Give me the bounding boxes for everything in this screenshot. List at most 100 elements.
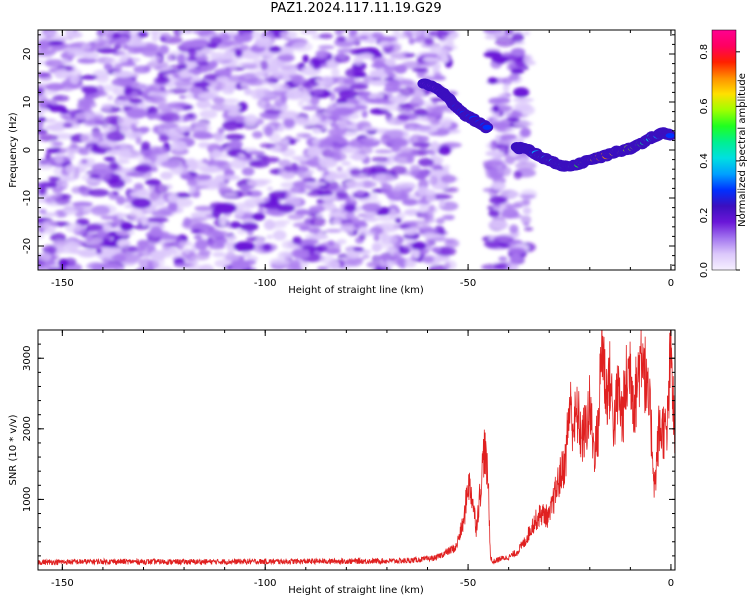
heatmap-noise-cell (119, 149, 132, 158)
heatmap-noise-cell (176, 53, 186, 65)
heatmap-noise-cell (489, 121, 510, 130)
colorbar-tick-label: 0.6 (699, 98, 710, 114)
heatmap-noise-cell (262, 80, 270, 86)
heatmap-noise-cell (413, 248, 420, 259)
heatmap-noise-cell (281, 170, 296, 180)
heatmap-noise-cell (193, 122, 211, 129)
heatmap-noise-cell (380, 234, 399, 245)
heatmap-noise-cell (498, 146, 507, 152)
heatmap-noise-cell (214, 85, 222, 91)
heatmap-noise-cell (430, 237, 450, 242)
heatmap-noise-cell (302, 54, 309, 63)
colorbar-label: Normalized spectral amplitude (737, 73, 748, 227)
heatmap-noise-cell (38, 72, 51, 78)
heatmap-noise-cell (259, 60, 269, 71)
heatmap-noise-cell (408, 37, 415, 45)
heatmap-noise-cell (513, 170, 523, 180)
heatmap-noise-cell (350, 48, 364, 56)
heatmap-noise-cell (155, 266, 174, 270)
heatmap-noise-cell (45, 31, 61, 37)
heatmap-noise-cell (229, 139, 243, 150)
heatmap-noise-cell (43, 118, 57, 123)
heatmap-noise-cell (442, 164, 451, 170)
heatmap-noise-cell (38, 128, 49, 135)
heatmap-noise-cell (411, 141, 433, 148)
heatmap-noise-cell (432, 155, 444, 164)
heatmap-noise-cell (230, 221, 242, 229)
heatmap-noise-cell (199, 90, 214, 98)
heatmap-noise-cell (373, 234, 380, 242)
heatmap-noise-cell (404, 257, 417, 268)
heatmap-noise-cell (345, 37, 355, 42)
heatmap-noise-cell (194, 239, 209, 251)
heatmap-noise-cell (38, 121, 44, 129)
heatmap-noise-cell (89, 174, 101, 179)
heatmap-noise-cell (160, 171, 173, 180)
heatmap-noise-cell (299, 160, 318, 166)
heatmap-noise-cell (272, 71, 282, 79)
heatmap-noise-cell (393, 64, 408, 74)
heatmap-noise-cell (384, 80, 399, 92)
heatmap-noise-cell (150, 202, 157, 211)
snr-panel: -150 -100 -50 0 1000 2000 3000 Height of strai… (8, 329, 676, 596)
heatmap-noise-cell (340, 146, 361, 154)
heatmap-noise-cell (59, 147, 80, 153)
heatmap-noise-cell (239, 184, 252, 191)
heatmap-noise-cell (76, 100, 91, 111)
heatmap-noise-cell (173, 192, 193, 198)
heatmap-noise-cell (336, 35, 347, 42)
heatmap-noise-cell (332, 107, 354, 117)
heatmap-noise-cell (388, 208, 398, 220)
heatmap-noise-cell (120, 124, 131, 135)
heatmap-noise-cell (54, 244, 66, 254)
heatmap-noise-cell (78, 249, 98, 258)
heatmap-noise-cell (38, 108, 45, 115)
heatmap-noise-cell (380, 134, 390, 145)
heatmap-noise-cell (410, 30, 424, 37)
heatmap-noise-cell (257, 206, 265, 215)
heatmap-noise-cell (279, 30, 298, 39)
heatmap-noise-cell (384, 190, 406, 197)
heatmap-noise-cell (418, 158, 434, 167)
heatmap-noise-cell (159, 122, 179, 129)
heatmap-noise-cell (432, 106, 444, 117)
heatmap-noise-cell (212, 96, 225, 104)
heatmap-noise-cell (38, 186, 47, 196)
heatmap-noise-cell (138, 258, 154, 269)
heatmap-noise-cell (72, 201, 93, 207)
heatmap-noise-cell (309, 234, 329, 240)
heatmap-noise-cell (38, 163, 46, 169)
snr-y-tick-label: 3000 (22, 346, 33, 371)
heatmap-noise-cell (52, 187, 63, 194)
heatmap-noise-cell (233, 241, 256, 252)
heatmap-noise-cell (266, 186, 273, 191)
heatmap-noise-cell (371, 56, 387, 65)
heatmap-noise-cell (495, 97, 511, 104)
heatmap-noise-cell (95, 248, 103, 254)
heatmap-noise-cell (354, 205, 364, 212)
heatmap-noise-cell (317, 190, 334, 196)
heatmap-noise-cell (441, 120, 452, 128)
heatmap-noise-cell (38, 251, 52, 262)
heatmap-noise-cell (399, 147, 418, 154)
heatmap-noise-cell (488, 219, 509, 231)
heatmap-noise-cell (91, 131, 104, 139)
heatmap-noise-cell (221, 98, 240, 104)
heatmap-noise-cell (65, 222, 83, 233)
heatmap-noise-cell (482, 159, 504, 167)
heatmap-noise-cell (171, 236, 183, 243)
heatmap-noise-cell (40, 220, 58, 231)
heatmap-noise-cell (289, 259, 301, 269)
heatmap-noise-cell (178, 240, 193, 247)
heatmap-noise-cell (497, 166, 512, 177)
heatmap-noise-cell (416, 125, 432, 131)
heatmap-noise-cell (334, 103, 357, 109)
heatmap-noise-cell (96, 47, 118, 54)
heatmap-noise-cell (440, 174, 457, 184)
heatmap-noise-cell (498, 256, 508, 262)
heatmap-noise-cell (277, 125, 284, 132)
heatmap-noise-cell (393, 241, 402, 249)
heatmap-noise-cell (318, 33, 334, 39)
heatmap-noise-cell (510, 47, 526, 57)
heatmap-noise-cell (309, 246, 328, 251)
